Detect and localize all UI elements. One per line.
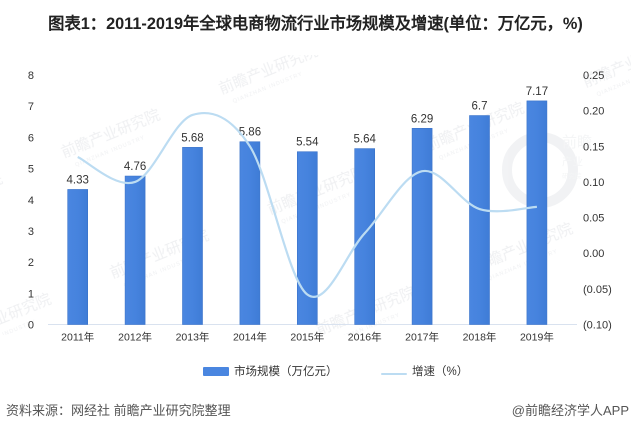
svg-text:8: 8	[28, 70, 34, 82]
svg-text:0.20: 0.20	[583, 106, 604, 118]
svg-text:5.64: 5.64	[354, 134, 377, 146]
svg-text:6.7: 6.7	[472, 101, 488, 113]
svg-text:3: 3	[28, 226, 34, 238]
svg-text:2018年: 2018年	[463, 331, 497, 344]
svg-text:6.29: 6.29	[411, 113, 433, 125]
svg-text:6: 6	[28, 132, 34, 144]
svg-text:0.05: 0.05	[583, 213, 604, 225]
svg-text:4: 4	[28, 195, 34, 207]
svg-text:2019年: 2019年	[520, 331, 554, 344]
svg-text:0.15: 0.15	[583, 141, 604, 153]
svg-text:2: 2	[28, 257, 34, 269]
svg-text:5.68: 5.68	[181, 132, 203, 144]
svg-text:2016年: 2016年	[348, 331, 382, 344]
svg-text:0: 0	[28, 320, 34, 332]
svg-text:0.10: 0.10	[583, 177, 604, 189]
svg-text:2013年: 2013年	[176, 331, 210, 344]
svg-text:4.76: 4.76	[124, 161, 146, 173]
svg-text:0.25: 0.25	[583, 70, 604, 82]
svg-text:2011年: 2011年	[61, 331, 94, 344]
svg-text:(0.10): (0.10)	[583, 320, 612, 332]
svg-text:4.33: 4.33	[67, 174, 89, 186]
svg-text:2017年: 2017年	[405, 331, 439, 344]
svg-text:0.00: 0.00	[583, 248, 604, 260]
svg-text:7.17: 7.17	[526, 86, 548, 98]
svg-text:5: 5	[28, 164, 34, 176]
svg-text:7: 7	[28, 101, 34, 113]
svg-text:2012年: 2012年	[118, 331, 152, 344]
svg-text:(0.05): (0.05)	[583, 284, 612, 296]
svg-text:2015年: 2015年	[290, 331, 324, 344]
svg-text:1: 1	[28, 288, 34, 300]
svg-text:5.54: 5.54	[296, 137, 319, 149]
svg-text:2014年: 2014年	[233, 331, 267, 344]
